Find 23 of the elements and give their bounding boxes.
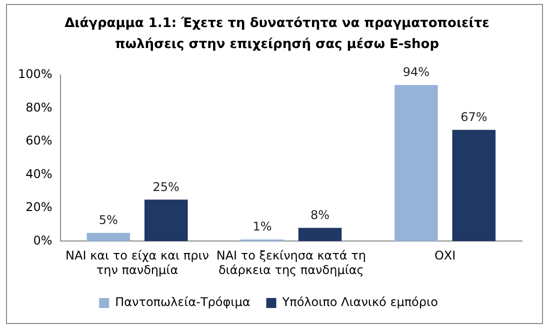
x-tick-label: ΟΧΙ	[434, 248, 456, 263]
y-tick-label: 80%	[26, 100, 52, 114]
bar	[144, 200, 188, 242]
data-label: 94%	[402, 65, 430, 80]
data-label: 5%	[98, 213, 118, 228]
y-tick-label: 60%	[26, 134, 52, 148]
legend-label: Παντοπωλεία-Τρόφιμα	[115, 295, 250, 310]
x-tick-label: ΝΑΙ το ξεκίνησα κατά τη διάρκεια της πανδημίας	[216, 248, 366, 277]
bar	[298, 228, 342, 242]
y-tick-label: 100%	[18, 67, 52, 82]
data-label: 1%	[252, 220, 272, 234]
bar	[86, 232, 130, 242]
y-tick-label: 20%	[26, 200, 52, 214]
bar	[394, 84, 438, 242]
data-label: 25%	[152, 180, 180, 194]
legend-label: Υπόλοιπο Λιανικό εμπόριο	[281, 295, 438, 310]
y-tick-label: 40%	[26, 166, 52, 181]
data-label: 8%	[310, 208, 330, 222]
bar	[452, 130, 496, 242]
y-tick-label: 0%	[33, 233, 52, 248]
data-label: 67%	[460, 110, 488, 124]
x-tick-label: ΝΑΙ και το είχα και πριν την πανδημία	[66, 248, 210, 277]
chart-title: Διάγραμμα 1.1: Έχετε τη δυνατότητα να πραγματοποιείτε πωλήσεις στην επιχείρησή σας μέσω E-shop	[64, 15, 490, 54]
